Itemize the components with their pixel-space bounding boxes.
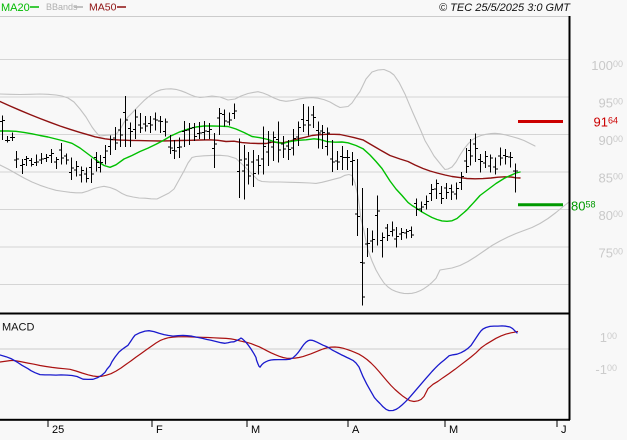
svg-text:25: 25 — [52, 424, 64, 436]
svg-text:M: M — [449, 424, 458, 436]
svg-text:J: J — [561, 424, 567, 436]
svg-text:A: A — [352, 424, 360, 436]
svg-text:MA20: MA20 — [1, 2, 30, 14]
svg-text:MACD: MACD — [2, 322, 34, 334]
svg-text:M: M — [251, 424, 260, 436]
svg-text:F: F — [156, 424, 163, 436]
svg-text:© TEC 25/5/2025 3:0 GMT: © TEC 25/5/2025 3:0 GMT — [439, 2, 571, 14]
svg-text:MA50: MA50 — [89, 2, 117, 14]
svg-text:BBands: BBands — [46, 2, 78, 12]
